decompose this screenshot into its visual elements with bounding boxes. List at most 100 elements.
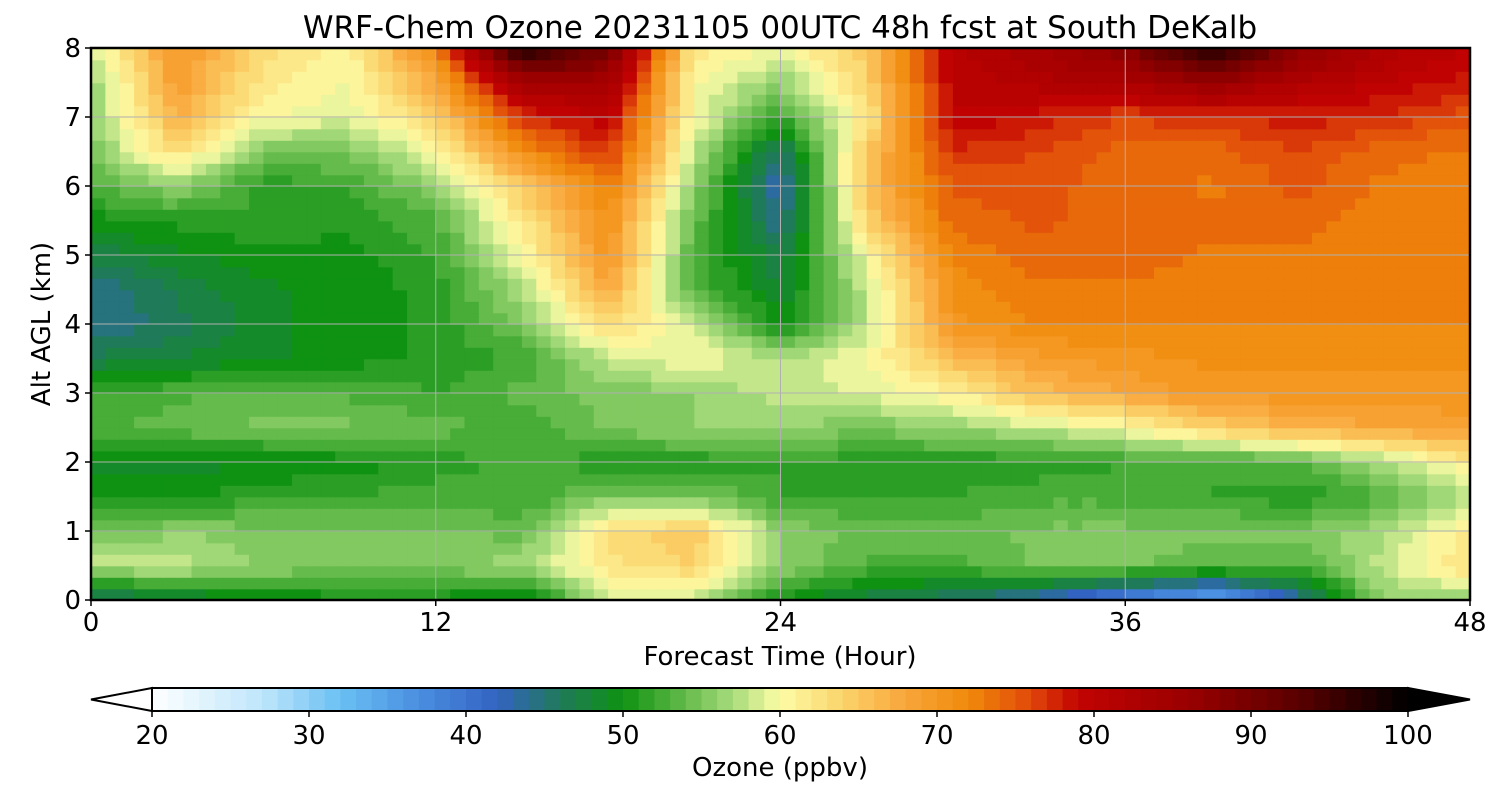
heatmap-cell bbox=[809, 508, 825, 521]
heatmap-cell bbox=[1110, 94, 1127, 107]
heatmap-cell bbox=[1067, 462, 1083, 475]
heatmap-cell bbox=[1153, 370, 1170, 383]
heatmap-cell bbox=[809, 462, 825, 475]
heatmap-cell bbox=[177, 71, 193, 84]
heatmap-cell bbox=[1225, 577, 1241, 590]
heatmap-cell bbox=[1455, 416, 1470, 429]
colorbar-swatch bbox=[418, 688, 436, 711]
heatmap-cell bbox=[1441, 473, 1457, 486]
heatmap-cell bbox=[1110, 565, 1127, 578]
heatmap-cell bbox=[507, 531, 523, 544]
heatmap-cell bbox=[493, 71, 509, 84]
heatmap-cell bbox=[234, 324, 250, 337]
heatmap-cell bbox=[521, 243, 538, 256]
heatmap-cell bbox=[148, 48, 164, 61]
heatmap-cell bbox=[1139, 94, 1155, 107]
heatmap-cell bbox=[1455, 94, 1470, 107]
heatmap-cell bbox=[1355, 370, 1371, 383]
heatmap-cell bbox=[809, 519, 825, 532]
heatmap-cell bbox=[981, 577, 997, 590]
heatmap-cell bbox=[608, 588, 624, 600]
heatmap-cell bbox=[665, 427, 681, 440]
heatmap-cell bbox=[550, 289, 566, 302]
heatmap-cell bbox=[277, 289, 293, 302]
heatmap-cell bbox=[866, 347, 882, 360]
heatmap-cell bbox=[263, 232, 279, 245]
heatmap-cell bbox=[306, 301, 322, 314]
heatmap-cell bbox=[1441, 266, 1457, 279]
heatmap-cell bbox=[1240, 312, 1256, 325]
heatmap-cell bbox=[981, 232, 997, 245]
heatmap-cell bbox=[1398, 266, 1414, 279]
colorbar-swatch bbox=[717, 688, 734, 711]
heatmap-cell bbox=[234, 266, 250, 279]
heatmap-cell bbox=[651, 48, 667, 61]
heatmap-cell bbox=[679, 289, 696, 302]
heatmap-cell bbox=[1197, 278, 1213, 291]
heatmap-cell bbox=[234, 462, 250, 475]
heatmap-cell bbox=[464, 186, 480, 199]
heatmap-cell bbox=[105, 105, 121, 118]
heatmap-cell bbox=[823, 324, 839, 337]
heatmap-cell bbox=[794, 519, 811, 532]
heatmap-cell bbox=[723, 128, 739, 141]
heatmap-cell bbox=[751, 140, 767, 153]
heatmap-cell bbox=[1153, 220, 1170, 233]
heatmap-cell bbox=[995, 554, 1012, 567]
heatmap-cell bbox=[1340, 324, 1356, 337]
heatmap-cell bbox=[1383, 174, 1399, 187]
heatmap-cell bbox=[579, 577, 595, 590]
heatmap-cell bbox=[1010, 554, 1026, 567]
heatmap-cell bbox=[134, 531, 150, 544]
heatmap-cell bbox=[1326, 312, 1342, 325]
heatmap-cell bbox=[1053, 335, 1069, 348]
heatmap-cell bbox=[1340, 48, 1356, 61]
heatmap-cell bbox=[1311, 427, 1328, 440]
heatmap-cell bbox=[205, 335, 222, 348]
heatmap-cell bbox=[1355, 473, 1371, 486]
heatmap-cell bbox=[1283, 48, 1299, 61]
colorbar-swatch bbox=[277, 688, 294, 711]
heatmap-cell bbox=[148, 496, 164, 509]
heatmap-cell bbox=[1039, 163, 1055, 176]
heatmap-cell bbox=[1053, 232, 1069, 245]
heatmap-cell bbox=[1455, 439, 1470, 452]
heatmap-cell bbox=[507, 554, 523, 567]
heatmap-cell bbox=[852, 117, 868, 130]
heatmap-cell bbox=[780, 531, 796, 544]
heatmap-cell bbox=[91, 393, 107, 406]
heatmap-cell bbox=[579, 531, 595, 544]
heatmap-cell bbox=[794, 174, 811, 187]
heatmap-cell bbox=[665, 542, 681, 555]
heatmap-cell bbox=[622, 312, 638, 325]
heatmap-cell bbox=[636, 496, 653, 509]
heatmap-cell bbox=[1125, 427, 1141, 440]
heatmap-cell bbox=[1010, 416, 1026, 429]
heatmap-cell bbox=[349, 255, 365, 268]
heatmap-cell bbox=[794, 301, 811, 314]
heatmap-cell bbox=[521, 312, 538, 325]
heatmap-cell bbox=[464, 381, 480, 394]
heatmap-cell bbox=[895, 393, 911, 406]
heatmap-cell bbox=[837, 59, 854, 72]
heatmap-cell bbox=[1268, 140, 1285, 153]
heatmap-cell bbox=[636, 48, 653, 61]
heatmap-cell bbox=[306, 151, 322, 164]
heatmap-cell bbox=[1297, 128, 1313, 141]
heatmap-cell bbox=[780, 462, 796, 475]
heatmap-cell bbox=[737, 71, 753, 84]
heatmap-cell bbox=[1125, 416, 1141, 429]
heatmap-cell bbox=[536, 105, 552, 118]
heatmap-cell bbox=[981, 71, 997, 84]
heatmap-cell bbox=[1297, 220, 1313, 233]
heatmap-cell bbox=[780, 565, 796, 578]
heatmap-cell bbox=[536, 554, 552, 567]
heatmap-cell bbox=[1211, 94, 1227, 107]
heatmap-cell bbox=[593, 174, 609, 187]
heatmap-cell bbox=[521, 82, 538, 95]
heatmap-cell bbox=[1010, 565, 1026, 578]
colorbar-swatch bbox=[623, 688, 640, 711]
heatmap-cell bbox=[378, 473, 394, 486]
colorbar-swatch bbox=[356, 688, 373, 711]
heatmap-cell bbox=[536, 450, 552, 463]
